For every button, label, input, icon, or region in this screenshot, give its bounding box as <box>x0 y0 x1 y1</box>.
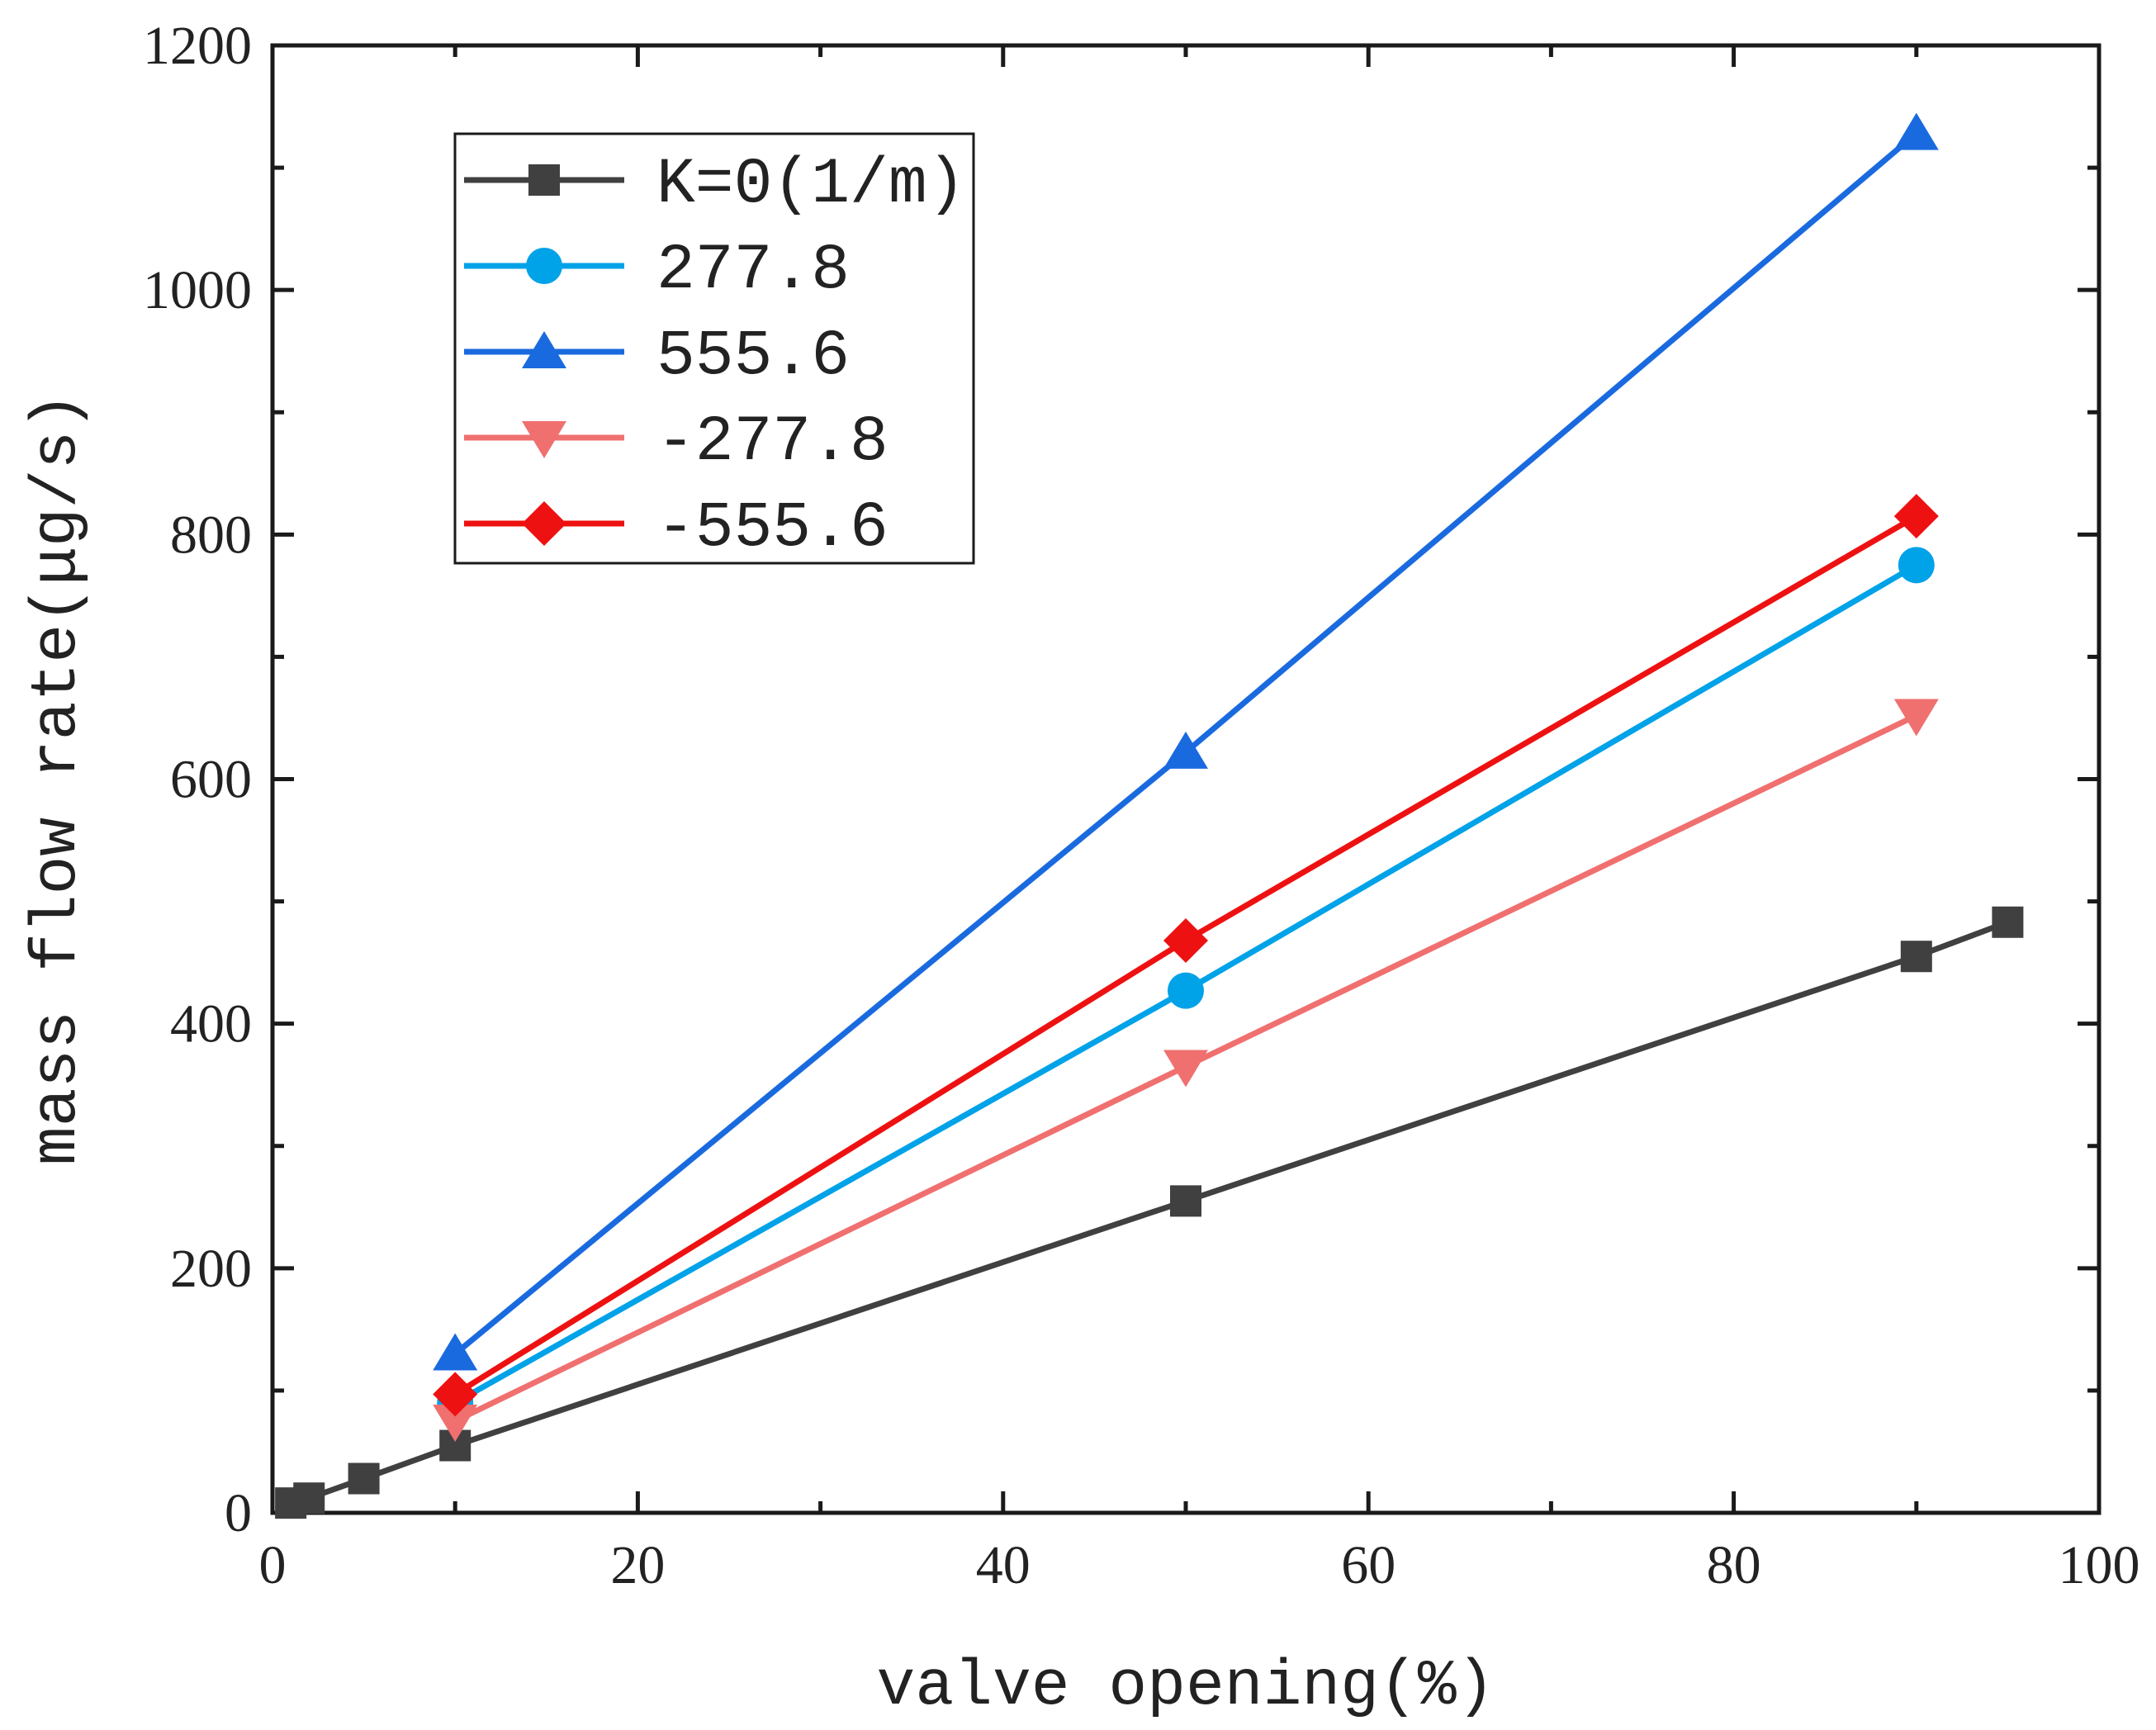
series-4 <box>433 494 1939 1417</box>
data-point <box>1163 1050 1208 1088</box>
data-point <box>1170 1185 1201 1217</box>
legend-item: 277.8 <box>464 235 850 307</box>
legend-marker <box>522 501 566 546</box>
legend-item: -555.6 <box>464 492 888 565</box>
y-tick-label: 800 <box>170 505 252 565</box>
y-tick-label: 1200 <box>143 16 252 76</box>
series-3 <box>433 699 1939 1442</box>
legend-marker <box>522 331 566 368</box>
y-tick-label: 1000 <box>143 260 252 320</box>
x-tick-label: 60 <box>1341 1535 1395 1595</box>
data-point <box>433 1372 478 1417</box>
data-point <box>1900 941 1932 973</box>
y-tick-label: 0 <box>225 1483 252 1543</box>
y-tick-label: 600 <box>170 750 252 810</box>
legend-marker <box>528 164 560 196</box>
legend-item: 555.6 <box>464 320 850 393</box>
legend-marker <box>522 421 566 458</box>
x-tick-label: 80 <box>1707 1535 1761 1595</box>
legend-item: K=0(1/m) <box>464 149 965 221</box>
x-tick-label: 20 <box>610 1535 665 1595</box>
data-point <box>433 1333 478 1371</box>
data-point <box>1992 906 2024 938</box>
data-point <box>1163 917 1208 963</box>
legend-label: K=0(1/m) <box>656 149 965 221</box>
series-layer <box>275 112 2024 1519</box>
data-point <box>1893 699 1939 737</box>
data-point <box>1168 972 1204 1009</box>
y-tick-label: 200 <box>170 1239 252 1299</box>
x-tick-label: 100 <box>2059 1535 2140 1595</box>
data-point <box>293 1482 325 1514</box>
legend-label: 277.8 <box>656 235 850 307</box>
data-point <box>1163 731 1208 769</box>
x-axis-title: valve opening(%) <box>877 1651 1495 1723</box>
data-point <box>1893 494 1939 539</box>
y-axis-title: mass flow rate(μg/s) <box>21 392 94 1165</box>
legend-item: -277.8 <box>464 406 888 479</box>
legend-marker <box>526 248 562 284</box>
legend-label: -555.6 <box>656 492 888 565</box>
series-0 <box>275 906 2024 1519</box>
series-2 <box>433 112 1939 1371</box>
data-point <box>348 1462 380 1495</box>
data-point <box>1893 112 1939 150</box>
legend-label: -277.8 <box>656 406 888 479</box>
series-1 <box>437 547 1935 1421</box>
y-tick-label: 400 <box>170 994 252 1055</box>
data-point <box>1898 547 1935 584</box>
legend-label: 555.6 <box>656 320 850 393</box>
x-tick-label: 40 <box>976 1535 1031 1595</box>
data-point <box>433 1404 478 1442</box>
legend: K=0(1/m) 277.8 555.6 -277.8 -555.6 <box>453 132 975 565</box>
x-tick-label: 0 <box>259 1535 287 1595</box>
